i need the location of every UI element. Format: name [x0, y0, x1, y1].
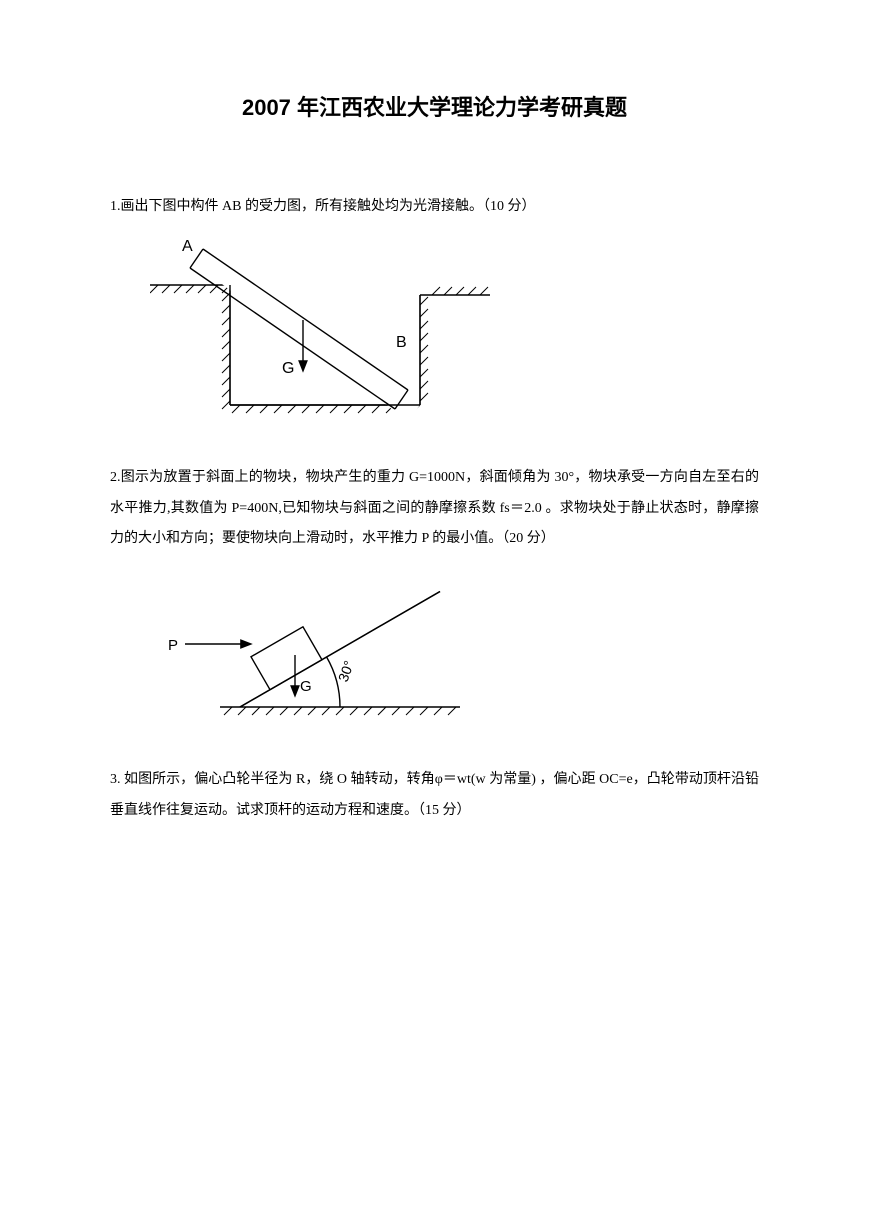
label-g2: G [300, 678, 312, 695]
figure-2: P G 30° [150, 567, 759, 737]
label-b: B [396, 334, 407, 351]
problem-1-text: 1.画出下图中构件 AB 的受力图，所有接触处均为光滑接触。（10 分） [110, 192, 759, 223]
label-a: A [182, 238, 193, 255]
label-g1: G [282, 360, 294, 377]
label-p: P [168, 637, 178, 654]
label-angle: 30° [335, 659, 357, 684]
problem-3-text: 3. 如图所示，偏心凸轮半径为 R，绕 O 轴转动，转角φ＝wt(w 为常量) … [110, 765, 759, 827]
figure-1: A B G [150, 235, 759, 435]
problem-2-text: 2.图示为放置于斜面上的物块，物块产生的重力 G=1000N，斜面倾角为 30°… [110, 463, 759, 555]
page-title: 2007 年江西农业大学理论力学考研真题 [110, 90, 759, 122]
